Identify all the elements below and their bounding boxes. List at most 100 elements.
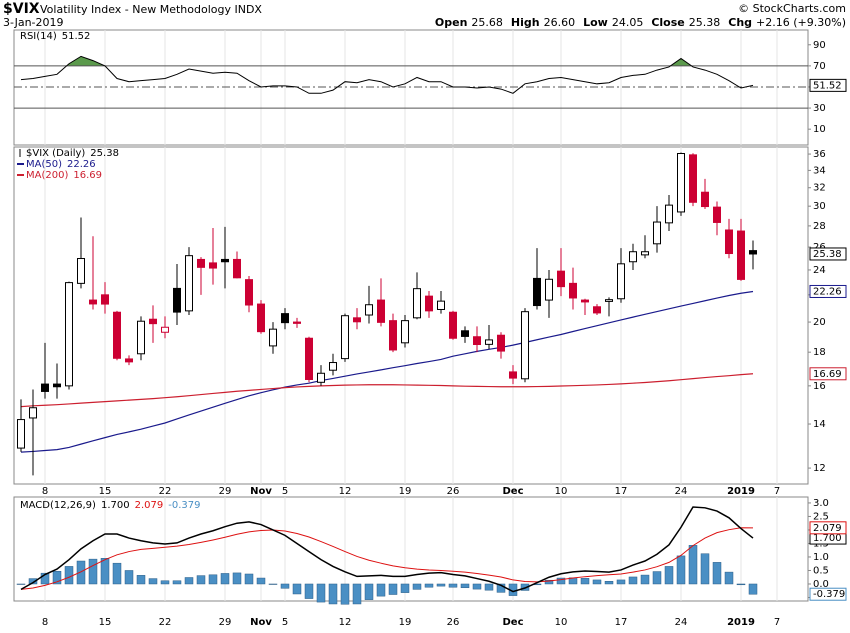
- quote-label: Close: [651, 16, 684, 29]
- y-tick-label: 20: [813, 317, 826, 328]
- x-tick-label: 8: [42, 617, 48, 628]
- quote-value: +2.16 (+9.30%): [756, 16, 846, 29]
- legend-entry: RSI(14) 51.52: [20, 31, 90, 42]
- rsi-line: [20, 55, 754, 94]
- x-tick-label: 17: [615, 617, 628, 628]
- histogram-bar: [556, 577, 566, 585]
- histogram-bar: [700, 553, 710, 585]
- x-tick-label: 26: [447, 486, 460, 497]
- candle-body: [653, 221, 661, 245]
- x-tick-label: 10: [555, 486, 568, 497]
- histogram-bar: [424, 583, 434, 588]
- candle-body: [161, 326, 169, 333]
- histogram-bar: [52, 571, 62, 585]
- histogram-bar: [436, 583, 446, 587]
- histogram-bar: [220, 573, 230, 585]
- candle-body: [305, 337, 313, 380]
- candle-body: [749, 250, 757, 255]
- candle-body: [77, 258, 85, 284]
- x-tick-label: 26: [447, 617, 460, 628]
- candle-body: [185, 255, 193, 312]
- histogram-bar: [328, 583, 338, 605]
- candle-body: [341, 315, 349, 360]
- legend-text: 25.38: [90, 148, 119, 159]
- x-tick-label: 19: [399, 486, 412, 497]
- histogram-bar: [448, 583, 458, 588]
- candle-body: [557, 270, 565, 288]
- histogram-bar: [100, 558, 110, 585]
- x-tick-label: Dec: [502, 617, 523, 628]
- histogram-bar: [712, 562, 722, 585]
- legend-text: RSI(14): [20, 31, 57, 42]
- value-box-label: 16.69: [813, 369, 842, 380]
- histogram-bar: [724, 571, 734, 585]
- histogram-bar: [112, 562, 122, 585]
- x-tick-label: 29: [219, 617, 232, 628]
- y-tick-label: 0.5: [813, 565, 829, 576]
- candle-body: [569, 282, 577, 299]
- candle-body: [197, 258, 205, 268]
- candle-body: [365, 304, 373, 316]
- y-tick-label: 24: [813, 265, 826, 276]
- candle-body: [725, 229, 733, 255]
- candle-body: [353, 317, 361, 323]
- x-tick-label: 24: [675, 486, 688, 497]
- candle-body: [437, 300, 445, 310]
- moving-average-line: [20, 290, 754, 453]
- candle-body: [425, 295, 433, 312]
- y-tick-label: 12: [813, 463, 826, 474]
- candle-body: [593, 306, 601, 314]
- histogram-bar: [184, 577, 194, 585]
- value-box: [809, 247, 847, 261]
- candle-body: [701, 191, 709, 208]
- candle-body: [617, 263, 625, 300]
- x-tick-label: 24: [675, 617, 688, 628]
- candle-body: [65, 282, 73, 387]
- x-tick-label: 22: [159, 617, 172, 628]
- candle-body: [257, 303, 265, 333]
- y-tick-label: 3.0: [813, 498, 829, 509]
- quote-value: 26.60: [544, 16, 576, 29]
- histogram-bar: [388, 583, 398, 595]
- histogram-bar: [160, 580, 170, 585]
- legend-text: 51.52: [62, 31, 91, 42]
- candle-body: [173, 287, 181, 313]
- x-tick-label: 2019: [727, 617, 755, 628]
- histogram-bar: [364, 583, 374, 600]
- macd-line: [20, 527, 754, 590]
- legend-text: $VIX (Daily): [26, 148, 85, 159]
- quote-value: 25.38: [689, 16, 721, 29]
- histogram-bar: [304, 583, 314, 599]
- quote-label: Open: [435, 16, 468, 29]
- candle-body: [677, 153, 685, 213]
- x-tick-label: 29: [219, 486, 232, 497]
- value-box: [809, 78, 847, 92]
- x-tick-label: Nov: [250, 617, 272, 628]
- candle-body: [245, 279, 253, 306]
- x-tick-label: 12: [339, 617, 352, 628]
- value-box-label: 2.079: [813, 523, 842, 534]
- histogram-bar: [124, 570, 134, 585]
- value-box: [809, 587, 847, 601]
- candle-body: [113, 311, 121, 359]
- histogram-bar: [16, 583, 26, 585]
- y-tick-label: 32: [813, 183, 826, 194]
- histogram-bar: [136, 575, 146, 585]
- candle-body: [53, 383, 61, 388]
- x-tick-label: 10: [555, 617, 568, 628]
- histogram-bar: [676, 555, 686, 585]
- candle-body: [269, 328, 277, 347]
- legend-text: MA(50): [26, 159, 62, 170]
- candle-body: [605, 299, 613, 302]
- candle-body: [281, 313, 289, 324]
- y-tick-label: 2.5: [813, 511, 829, 522]
- y-tick-label: 16: [813, 381, 826, 392]
- histogram-bar: [736, 583, 746, 586]
- candle-body: [29, 407, 37, 419]
- histogram-bar: [292, 583, 302, 595]
- y-tick-label: 18: [813, 347, 826, 358]
- histogram-bar: [28, 578, 38, 585]
- x-tick-label: 12: [339, 486, 352, 497]
- value-box-label: -0.379: [813, 589, 845, 600]
- histogram-bar: [148, 578, 158, 585]
